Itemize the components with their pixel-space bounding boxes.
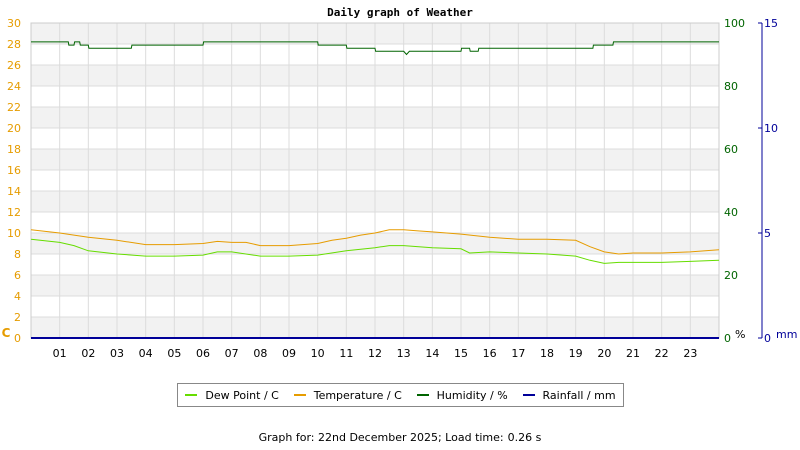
y-tick-label-temperature: 24 [7, 80, 21, 93]
x-tick-label: 20 [597, 347, 611, 360]
y-tick-label-temperature: 16 [7, 164, 21, 177]
x-tick-label: 19 [569, 347, 583, 360]
footer-label: Graph for: 22nd December 2025; Load time… [258, 431, 504, 444]
x-tick-label: 13 [397, 347, 411, 360]
legend-label-dew-point: Dew Point / C [205, 388, 279, 402]
y-axis-unit-rainfall: mm [776, 328, 797, 341]
x-tick-label: 02 [81, 347, 95, 360]
y-axis-unit-humidity: % [735, 328, 745, 341]
y-tick-label-temperature: 4 [14, 290, 21, 303]
x-tick-label: 07 [225, 347, 239, 360]
x-tick-label: 15 [454, 347, 468, 360]
legend-label-temperature: Temperature / C [313, 388, 402, 402]
x-tick-label: 11 [339, 347, 353, 360]
y-tick-label-temperature: 26 [7, 59, 21, 72]
x-tick-label: 23 [683, 347, 697, 360]
x-tick-label: 14 [425, 347, 439, 360]
y-tick-label-temperature: 2 [14, 311, 21, 324]
series-line-dew-point [30, 238, 720, 264]
load-time: 0.26 s [507, 431, 542, 444]
legend-item-rainfall: Rainfall / mm [522, 388, 616, 402]
chart-legend: Dew Point / C Temperature / C Humidity /… [177, 383, 624, 407]
y-tick-label-humidity: 0 [724, 332, 731, 345]
y-tick-label-temperature: 28 [7, 38, 21, 51]
x-tick-label: 12 [368, 347, 382, 360]
x-tick-label: 06 [196, 347, 210, 360]
legend-swatch-rainfall [522, 394, 535, 396]
y-tick-label-temperature: 14 [7, 185, 21, 198]
x-tick-label: 03 [110, 347, 124, 360]
legend-swatch-humidity [416, 394, 429, 396]
y-tick-label-rainfall: 0 [764, 332, 771, 345]
y-tick-label-humidity: 40 [724, 206, 738, 219]
y-tick-label-temperature: 22 [7, 101, 21, 114]
legend-item-dew-point: Dew Point / C [185, 388, 279, 402]
y-tick-label-temperature: 20 [7, 122, 21, 135]
legend-item-humidity: Humidity / % [416, 388, 508, 402]
x-tick-label: 09 [282, 347, 296, 360]
y-tick-label-rainfall: 15 [764, 17, 778, 30]
legend-swatch-temperature [293, 394, 306, 396]
y-tick-label-temperature: 8 [14, 248, 21, 261]
graph-footer: Graph for: 22nd December 2025; Load time… [0, 431, 800, 444]
legend-label-humidity: Humidity / % [436, 388, 508, 402]
series-line-temperature [30, 229, 720, 255]
y-tick-label-rainfall: 10 [764, 122, 778, 135]
legend-label-rainfall: Rainfall / mm [542, 388, 616, 402]
x-tick-label: 21 [626, 347, 640, 360]
y-tick-label-humidity: 60 [724, 143, 738, 156]
x-tick-label: 10 [311, 347, 325, 360]
x-tick-label: 16 [483, 347, 497, 360]
series-line-humidity [31, 41, 719, 56]
x-tick-label: 04 [139, 347, 153, 360]
y-axis-unit-temperature: C [2, 326, 11, 340]
y-tick-label-temperature: 6 [14, 269, 21, 282]
x-tick-label: 05 [167, 347, 181, 360]
chart-title: Daily graph of Weather [327, 6, 473, 19]
legend-item-temperature: Temperature / C [293, 388, 402, 402]
y-tick-label-temperature: 18 [7, 143, 21, 156]
y-tick-label-temperature: 12 [7, 206, 21, 219]
y-tick-label-humidity: 80 [724, 80, 738, 93]
y-tick-label-rainfall: 5 [764, 227, 771, 240]
y-tick-label-temperature: 0 [14, 332, 21, 345]
x-tick-label: 17 [511, 347, 525, 360]
y-tick-label-temperature: 10 [7, 227, 21, 240]
x-tick-label: 01 [53, 347, 67, 360]
x-tick-label: 08 [253, 347, 267, 360]
x-tick-label: 22 [655, 347, 669, 360]
y-tick-label-humidity: 20 [724, 269, 738, 282]
x-tick-label: 18 [540, 347, 554, 360]
y-tick-label-humidity: 100 [724, 17, 745, 30]
y-tick-label-temperature: 30 [7, 17, 21, 30]
legend-swatch-dew-point [185, 394, 198, 396]
